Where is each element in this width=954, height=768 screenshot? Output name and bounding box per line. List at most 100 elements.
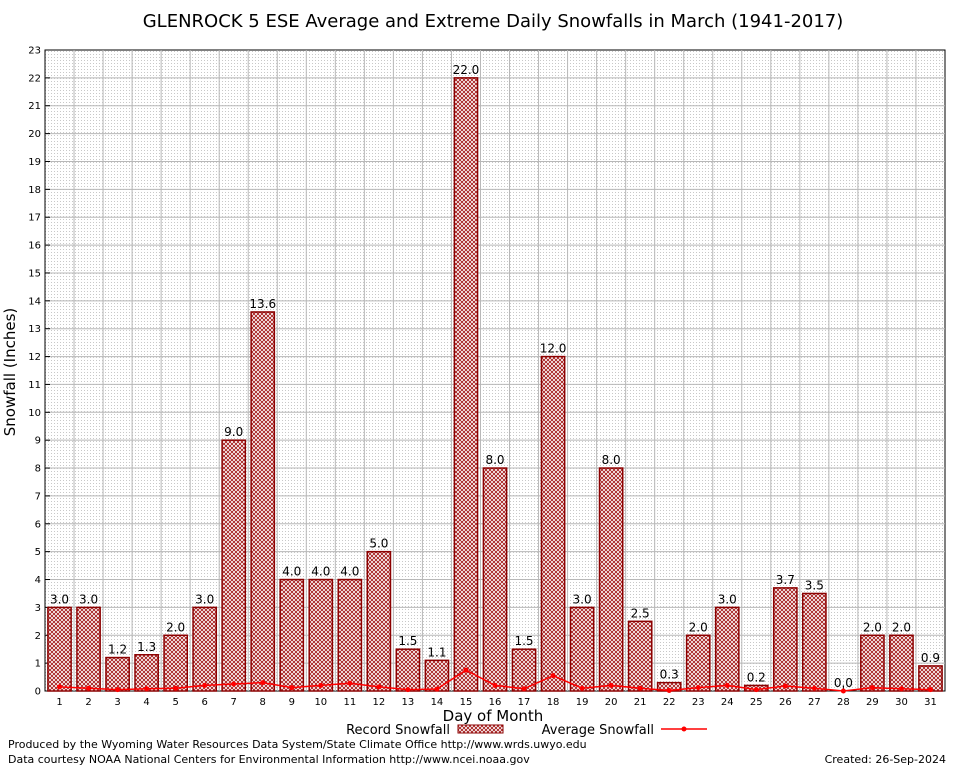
average-point [57, 684, 63, 690]
record-bar [482, 467, 508, 692]
footer-data-courtesy: Data courtesy NOAA National Centers for … [8, 753, 530, 766]
x-tick-label: 4 [143, 697, 149, 708]
legend-average-label: Average Snowfall [542, 723, 654, 738]
x-axis-ticks: 1 2 3 4 5 6 7 8 9 10 11 12 13 14 15 16 17 18 19 20 21 22 23 24 2… [56, 687, 937, 708]
record-bar [47, 606, 72, 692]
y-tick-label: 6 [35, 519, 41, 530]
y-tick-label: 14 [28, 296, 41, 307]
record-bar [453, 77, 479, 692]
bar-value-label: 2.0 [863, 620, 882, 634]
x-tick-label: 28 [837, 697, 850, 708]
bar-value-label: 1.5 [514, 634, 533, 648]
y-tick-label: 12 [28, 352, 41, 363]
y-tick-label: 10 [28, 408, 41, 419]
x-tick-label: 13 [402, 697, 415, 708]
x-tick-label: 5 [172, 697, 178, 708]
bar-value-label: 2.0 [166, 620, 185, 634]
x-tick-label: 15 [460, 697, 473, 708]
average-point [840, 688, 846, 694]
bar-value-label: 4.0 [282, 565, 301, 579]
x-tick-label: 26 [779, 697, 792, 708]
bar-value-label: 8.0 [602, 453, 621, 467]
record-bar [569, 606, 595, 692]
record-bar [801, 592, 827, 692]
average-point [550, 673, 556, 679]
average-point [927, 687, 933, 693]
bar-value-label: 0.0 [834, 676, 853, 690]
bar-value-label: 22.0 [453, 63, 480, 77]
x-tick-label: 18 [547, 697, 560, 708]
bar-value-label: 13.6 [249, 297, 276, 311]
x-tick-label: 16 [489, 697, 502, 708]
record-bar [308, 578, 334, 692]
average-point [115, 687, 121, 693]
y-tick-label: 19 [28, 157, 41, 168]
bar-value-label: 1.3 [137, 640, 156, 654]
y-tick-label: 16 [28, 241, 41, 252]
x-tick-label: 10 [314, 697, 327, 708]
average-point [289, 685, 295, 691]
bar-value-label: 2.5 [631, 606, 650, 620]
record-bar [134, 654, 159, 692]
bar-value-label: 0.3 [660, 668, 679, 682]
x-tick-label: 25 [750, 697, 763, 708]
y-tick-label: 15 [28, 268, 41, 279]
average-point [463, 667, 469, 673]
record-bar [366, 550, 392, 692]
record-bar [395, 648, 421, 692]
bar-value-label: 3.7 [776, 573, 795, 587]
y-tick-label: 13 [28, 324, 41, 335]
average-point [695, 685, 701, 691]
average-point [579, 685, 585, 691]
x-tick-label: 14 [431, 697, 444, 708]
y-tick-label: 7 [35, 491, 41, 502]
bar-value-label: 0.9 [921, 651, 940, 665]
record-bar [772, 587, 798, 692]
average-point [231, 681, 237, 687]
bar-value-label: 5.0 [369, 537, 388, 551]
bar-value-label: 3.0 [195, 592, 214, 606]
record-bar [221, 439, 247, 692]
bar-value-label: 1.1 [427, 645, 446, 659]
x-tick-label: 8 [260, 697, 266, 708]
bar-value-label: 3.0 [573, 592, 592, 606]
x-tick-label: 3 [114, 697, 120, 708]
average-point [637, 685, 643, 691]
average-point [260, 680, 266, 686]
average-snowfall-line [57, 667, 933, 694]
record-bar [279, 578, 305, 692]
legend-average-marker [681, 726, 687, 732]
legend-record-swatch [457, 724, 504, 734]
record-bar [685, 634, 711, 692]
record-bar [540, 355, 566, 692]
record-bar [105, 656, 130, 692]
y-tick-label: 17 [28, 213, 41, 224]
average-point [405, 687, 411, 693]
bar-value-label: 3.0 [79, 592, 98, 606]
legend-record-label: Record Snowfall [346, 723, 450, 738]
chart-title: GLENROCK 5 ESE Average and Extreme Daily… [143, 11, 844, 32]
record-bar [627, 620, 653, 692]
average-point [521, 686, 527, 692]
x-tick-label: 9 [289, 697, 295, 708]
x-tick-label: 6 [201, 697, 207, 708]
y-tick-label: 21 [28, 101, 41, 112]
legend: Record Snowfall Average Snowfall [346, 723, 707, 738]
average-point [608, 682, 614, 688]
x-tick-label: 2 [85, 697, 91, 708]
y-tick-label: 0 [35, 687, 41, 698]
bar-value-label: 0.2 [747, 670, 766, 684]
bar-value-label: 1.2 [108, 643, 127, 657]
average-point [434, 686, 440, 692]
x-tick-label: 11 [343, 697, 356, 708]
average-point [898, 686, 904, 692]
record-bar [192, 606, 218, 692]
x-tick-label: 29 [866, 697, 879, 708]
record-bar [250, 311, 276, 692]
x-tick-label: 12 [373, 697, 386, 708]
x-tick-label: 24 [721, 697, 734, 708]
y-tick-label: 18 [28, 185, 41, 196]
x-tick-label: 1 [56, 697, 62, 708]
bar-value-label: 3.5 [805, 578, 824, 592]
record-bar [76, 606, 101, 692]
